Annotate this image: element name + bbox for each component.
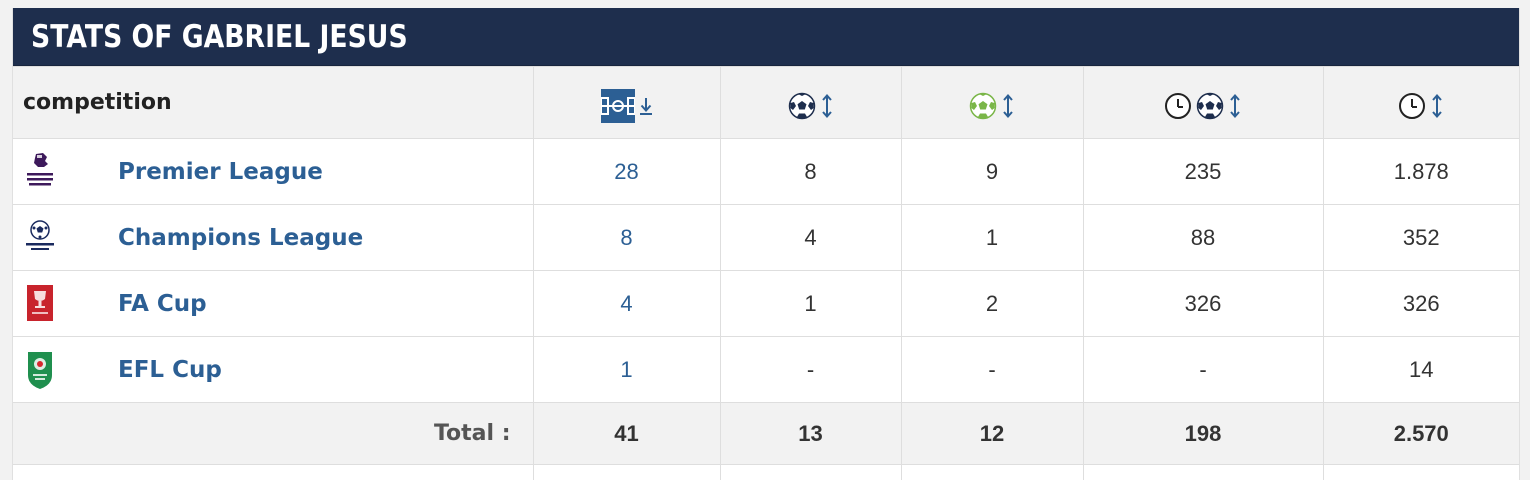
assists-cell: 9 — [900, 138, 1084, 205]
appearances-cell[interactable]: 4 — [532, 270, 721, 337]
spacer-cell — [532, 464, 721, 480]
total-row: Total : 41 13 12 198 2.570 — [13, 402, 1519, 465]
spacer-cell — [13, 464, 534, 480]
minutes-cell: 1.878 — [1322, 138, 1519, 205]
minutes-cell: 14 — [1322, 336, 1519, 403]
competition-header: competition — [13, 66, 534, 139]
minutes-header[interactable] — [1322, 66, 1519, 139]
ball-icon — [1196, 92, 1224, 120]
competition-cell: Premier League — [13, 138, 534, 205]
widget-title-bar: STATS OF GABRIEL JESUS — [13, 8, 1519, 66]
assists-cell: - — [900, 336, 1084, 403]
fa-cup-logo — [27, 284, 53, 321]
sort-both-icon[interactable] — [1228, 93, 1242, 119]
assists-cell: 2 — [900, 270, 1084, 337]
competition-cell: EFL Cup — [13, 336, 534, 403]
total-minutes-per-goal: 198 — [1082, 402, 1324, 465]
goals-cell: 1 — [719, 270, 902, 337]
table-row: EFL Cup 1 - - - 14 — [13, 336, 1519, 403]
goals-header[interactable] — [719, 66, 902, 139]
competition-link[interactable]: FA Cup — [118, 290, 207, 317]
total-appearances: 41 — [532, 402, 721, 465]
widget-title: STATS OF GABRIEL JESUS — [31, 18, 408, 55]
competition-link[interactable]: EFL Cup — [118, 356, 222, 383]
clock-icon — [1165, 93, 1191, 119]
appearances-header[interactable] — [532, 66, 721, 139]
appearances-cell[interactable]: 8 — [532, 204, 721, 271]
premier-league-logo — [27, 152, 53, 185]
competition-link[interactable]: Champions League — [118, 224, 364, 251]
spacer-cell — [1082, 464, 1324, 480]
spacer-cell — [1322, 464, 1519, 480]
spacer-cell — [719, 464, 902, 480]
assists-cell: 1 — [900, 204, 1084, 271]
efl-cup-logo — [28, 351, 52, 389]
table-row: Premier League 28 8 9 235 1.878 — [13, 138, 1519, 205]
minutes-cell: 352 — [1322, 204, 1519, 271]
sort-both-icon[interactable] — [1430, 93, 1444, 119]
champions-league-logo — [26, 219, 54, 250]
appearances-cell[interactable]: 28 — [532, 138, 721, 205]
total-label: Total : — [13, 402, 534, 465]
total-minutes: 2.570 — [1322, 402, 1519, 465]
table-header-row: competition — [13, 66, 1519, 139]
minutes-per-goal-cell: 235 — [1082, 138, 1324, 205]
minutes-cell: 326 — [1322, 270, 1519, 337]
minutes-per-goal-cell: 88 — [1082, 204, 1324, 271]
appearances-cell[interactable]: 1 — [532, 336, 721, 403]
table-row: FA Cup 4 1 2 326 326 — [13, 270, 1519, 337]
sort-both-icon[interactable] — [1001, 93, 1015, 119]
pitch-icon — [600, 89, 635, 123]
minutes-per-goal-header[interactable] — [1082, 66, 1324, 139]
minutes-per-goal-cell: - — [1082, 336, 1324, 403]
competition-cell: FA Cup — [13, 270, 534, 337]
competition-link[interactable]: Premier League — [118, 158, 323, 185]
stats-table: competition — [13, 66, 1519, 480]
ball-icon — [788, 92, 815, 120]
table-row: Champions League 8 4 1 88 352 — [13, 204, 1519, 271]
clock-icon — [1399, 93, 1426, 119]
sort-desc-icon[interactable] — [639, 93, 653, 119]
goals-cell: 4 — [719, 204, 902, 271]
minutes-per-goal-cell: 326 — [1082, 270, 1324, 337]
assists-header[interactable] — [900, 66, 1084, 139]
assist-ball-icon — [969, 92, 997, 120]
total-goals: 13 — [719, 402, 902, 465]
total-assists: 12 — [900, 402, 1084, 465]
spacer-cell — [900, 464, 1084, 480]
goals-cell: 8 — [719, 138, 902, 205]
table-footer-spacer — [13, 464, 1519, 480]
player-stats-widget: STATS OF GABRIEL JESUS competition — [12, 8, 1520, 480]
goals-cell: - — [719, 336, 902, 403]
competition-cell: Champions League — [13, 204, 534, 271]
sort-both-icon[interactable] — [820, 93, 834, 119]
